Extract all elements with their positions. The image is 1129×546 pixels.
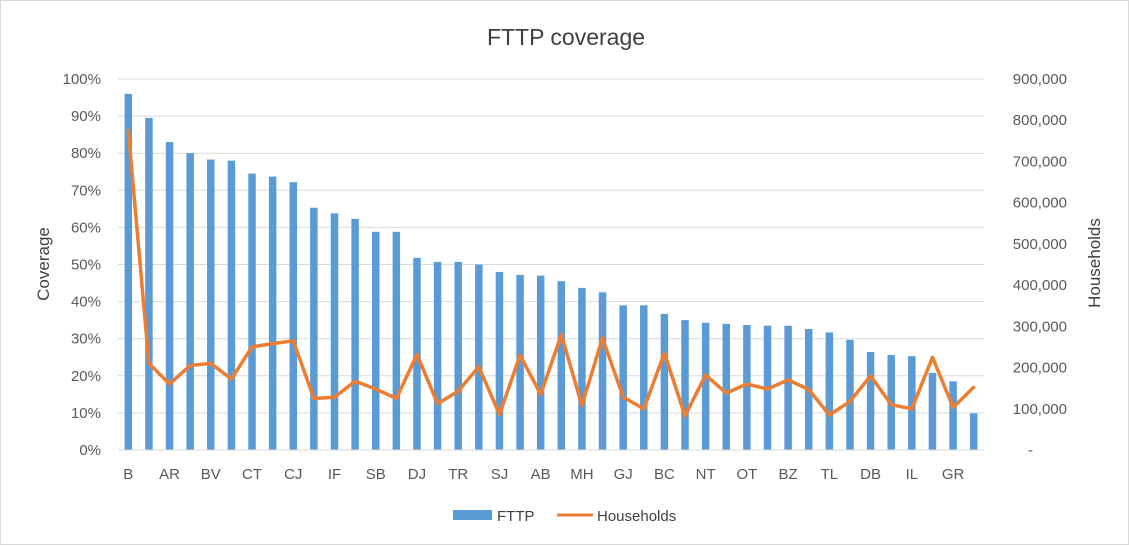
y-axis-title: Coverage (34, 227, 53, 301)
fttp-bar (578, 287, 586, 450)
left-axis-ticks: 0% 10% 20% 30% 40% 50% 60% 70% 80% 90% 100% (63, 71, 101, 459)
x-tick-label: NT (696, 466, 716, 483)
y-tick-label: 50% (71, 257, 101, 274)
fttp-bar (722, 323, 731, 450)
x-tick-label: DB (860, 466, 881, 483)
y2-tick-label: 400,000 (1013, 277, 1067, 294)
x-tick-label: MH (570, 466, 593, 483)
y2-tick-label: 100,000 (1013, 401, 1067, 418)
fttp-bar (928, 372, 937, 450)
x-tick-label: BV (201, 466, 221, 483)
fttp-bar (392, 231, 401, 450)
y-tick-label: 10% (71, 405, 101, 422)
x-tick-label: TL (821, 466, 839, 483)
fttp-bar (598, 292, 607, 450)
x-tick-label: GR (942, 466, 965, 483)
legend-label-fttp: FTTP (497, 508, 535, 525)
y2-tick-label: 300,000 (1013, 318, 1067, 335)
x-tick-label: CJ (284, 466, 302, 483)
fttp-bar (681, 320, 689, 450)
legend: FTTP Households (453, 508, 676, 525)
fttp-bar (330, 213, 339, 450)
fttp-bar (949, 381, 957, 450)
fttp-bar (495, 271, 504, 450)
fttp-bar (475, 264, 483, 450)
y2-tick-label: 700,000 (1013, 153, 1067, 170)
x-tick-label: SJ (491, 466, 509, 483)
y-tick-label: 100% (63, 71, 101, 88)
y-tick-label: 20% (71, 368, 101, 385)
y2-tick-label: - (1028, 442, 1033, 459)
fttp-bar (516, 274, 524, 450)
x-tick-label: IF (328, 466, 341, 483)
chart-title: FTTP coverage (487, 24, 645, 50)
y2-tick-label: 500,000 (1013, 236, 1067, 253)
fttp-bar (371, 231, 380, 450)
x-tick-label: OT (736, 466, 757, 483)
y2-axis-title: Households (1085, 218, 1104, 308)
x-tick-label: AR (159, 466, 180, 483)
fttp-bar (536, 275, 545, 450)
y2-tick-label: 600,000 (1013, 195, 1067, 212)
x-tick-label: IL (906, 466, 919, 483)
fttp-bar (557, 281, 566, 450)
fttp-bar (145, 117, 153, 450)
gridlines (118, 78, 984, 414)
x-tick-label: BZ (779, 466, 798, 483)
fttp-bar (454, 261, 462, 450)
right-axis-ticks: - 100,000 200,000 300,000 400,000 500,000 600,… (1013, 71, 1067, 459)
y2-tick-label: 800,000 (1013, 112, 1067, 129)
legend-label-households: Households (597, 508, 676, 525)
fttp-bar (784, 325, 792, 450)
fttp-bar (866, 352, 875, 450)
households-line-group (126, 128, 976, 418)
fttp-bar (124, 93, 133, 450)
y2-tick-label: 200,000 (1013, 360, 1067, 377)
x-tick-label: TR (448, 466, 468, 483)
households-line (126, 128, 976, 418)
fttp-bar (433, 261, 442, 450)
fttp-bar (310, 207, 318, 450)
x-tick-label: SB (366, 466, 386, 483)
legend-swatch-fttp (453, 510, 492, 520)
y-tick-label: 60% (71, 219, 101, 236)
x-axis-ticks: B AR BV CT CJ IF SB DJ TR SJ AB MH GJ BC NT OT BZ TL DB IL G… (123, 466, 964, 483)
x-tick-label: BC (654, 466, 675, 483)
fttp-bar (165, 142, 174, 450)
x-tick-label: AB (531, 466, 551, 483)
y-tick-label: 30% (71, 331, 101, 348)
x-tick-label: B (123, 466, 133, 483)
y-tick-label: 40% (71, 294, 101, 311)
fttp-bar (640, 305, 648, 450)
fttp-bar (351, 218, 359, 450)
y-tick-label: 80% (71, 145, 101, 162)
fttp-bar (743, 324, 751, 450)
y2-tick-label: 900,000 (1013, 71, 1067, 88)
fttp-bars (124, 93, 978, 451)
y-tick-label: 70% (71, 182, 101, 199)
fttp-bar (289, 182, 298, 450)
fttp-bar (227, 160, 236, 450)
fttp-bar (701, 322, 710, 450)
x-tick-label: CT (242, 466, 262, 483)
fttp-bar (908, 356, 916, 450)
fttp-bar (619, 305, 627, 450)
y-tick-label: 90% (71, 108, 101, 125)
fttp-bar (268, 176, 277, 450)
fttp-bar (186, 153, 194, 450)
fttp-bar (969, 413, 978, 450)
fttp-bar (660, 313, 669, 450)
x-tick-label: GJ (614, 466, 633, 483)
fttp-bar (846, 339, 854, 450)
fttp-bar (825, 332, 834, 450)
fttp-bar (248, 173, 256, 451)
fttp-bar (207, 159, 215, 450)
x-tick-label: DJ (408, 466, 426, 483)
y-tick-label: 0% (79, 442, 101, 459)
